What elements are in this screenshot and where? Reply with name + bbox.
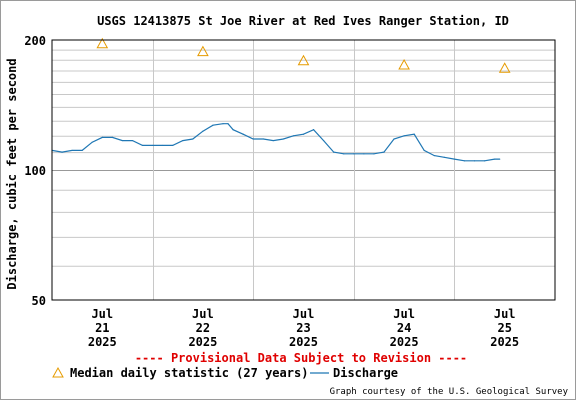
discharge-point [292, 135, 295, 137]
x-tick-label-year: 2025 [88, 335, 117, 349]
discharge-point [499, 158, 501, 160]
credit-text: Graph courtesy of the U.S. Geological Su… [330, 387, 569, 397]
discharge-point [433, 154, 435, 157]
provisional-note: ---- Provisional Data Subject to Revisio… [135, 351, 467, 365]
median-marker [297, 54, 310, 66]
discharge-point [172, 144, 174, 147]
x-tick-label-month: Jul [293, 307, 315, 321]
discharge-point [312, 129, 315, 131]
x-tick-label-day: 23 [296, 321, 310, 335]
discharge-point [443, 156, 445, 158]
discharge-point [152, 144, 154, 147]
discharge-point [202, 130, 204, 132]
discharge-point [323, 139, 325, 142]
x-tick-label-day: 25 [497, 321, 511, 335]
plot-series [51, 37, 511, 162]
discharge-point [353, 153, 355, 155]
y-tick-label: 50 [32, 294, 46, 308]
y-tick-label: 200 [24, 34, 46, 48]
gridlines [52, 49, 555, 267]
legend-median-label: Median daily statistic (27 years) [70, 366, 308, 380]
median-marker [498, 62, 511, 73]
x-tick-label-month: Jul [91, 307, 113, 321]
discharge-point [282, 138, 284, 140]
median-marker [197, 45, 209, 57]
discharge-point [463, 160, 466, 162]
y-axis-label: Discharge, cubic feet per second [5, 58, 19, 289]
discharge-point [61, 151, 63, 153]
discharge-point [252, 138, 254, 140]
discharge-point [131, 139, 134, 142]
discharge-line [51, 123, 500, 162]
x-tick-label-month: Jul [192, 307, 214, 321]
discharge-point [222, 123, 224, 125]
x-tick-label-year: 2025 [188, 335, 217, 349]
x-tick-labels: Jul212025Jul222025Jul232025Jul242025Jul2… [88, 307, 519, 349]
discharge-point [212, 124, 214, 126]
discharge-point [101, 136, 103, 138]
discharge-point [182, 139, 184, 142]
discharge-point [141, 144, 144, 147]
x-tick-label-month: Jul [494, 307, 516, 321]
legend-discharge-label: Discharge [333, 366, 398, 380]
discharge-point [71, 149, 73, 152]
discharge-point [373, 153, 375, 155]
discharge-point [192, 138, 194, 140]
x-tick-label-year: 2025 [490, 335, 519, 349]
plot-border [51, 39, 556, 301]
legend: Median daily statistic (27 years) Discha… [52, 366, 398, 380]
median-marker [96, 37, 109, 49]
discharge-point [81, 149, 83, 152]
discharge-point [473, 160, 476, 162]
discharge-point [91, 141, 93, 143]
x-tick-label-day: 22 [196, 321, 210, 335]
x-tick-label-day: 21 [95, 321, 109, 335]
discharge-point [302, 133, 305, 135]
discharge-point [423, 149, 425, 152]
discharge-point [333, 151, 335, 153]
x-gridlines [153, 40, 455, 300]
discharge-point [413, 133, 415, 135]
discharge-point [403, 135, 405, 137]
y-tick-label: 100 [24, 164, 46, 178]
legend-median-marker [52, 366, 64, 378]
chart-title: USGS 12413875 St Joe River at Red Ives R… [97, 14, 509, 28]
discharge-point [262, 138, 264, 140]
discharge-point [343, 153, 345, 155]
median-marker [398, 59, 410, 70]
y-tick-labels: 200 100 50 [24, 34, 46, 308]
discharge-point [383, 151, 385, 153]
discharge-point [227, 123, 229, 125]
discharge-point [393, 138, 395, 140]
discharge-point [494, 158, 496, 160]
discharge-point [272, 139, 274, 142]
x-tick-label-month: Jul [393, 307, 415, 321]
discharge-point [453, 158, 455, 160]
x-tick-label-year: 2025 [289, 335, 318, 349]
discharge-point [242, 133, 244, 135]
discharge-point [363, 153, 365, 155]
discharge-point [162, 144, 164, 147]
discharge-point [121, 139, 124, 142]
x-tick-label-day: 24 [397, 321, 411, 335]
discharge-point [232, 129, 234, 131]
x-tick-label-year: 2025 [390, 335, 419, 349]
discharge-point [111, 136, 113, 138]
discharge-point [483, 160, 486, 162]
